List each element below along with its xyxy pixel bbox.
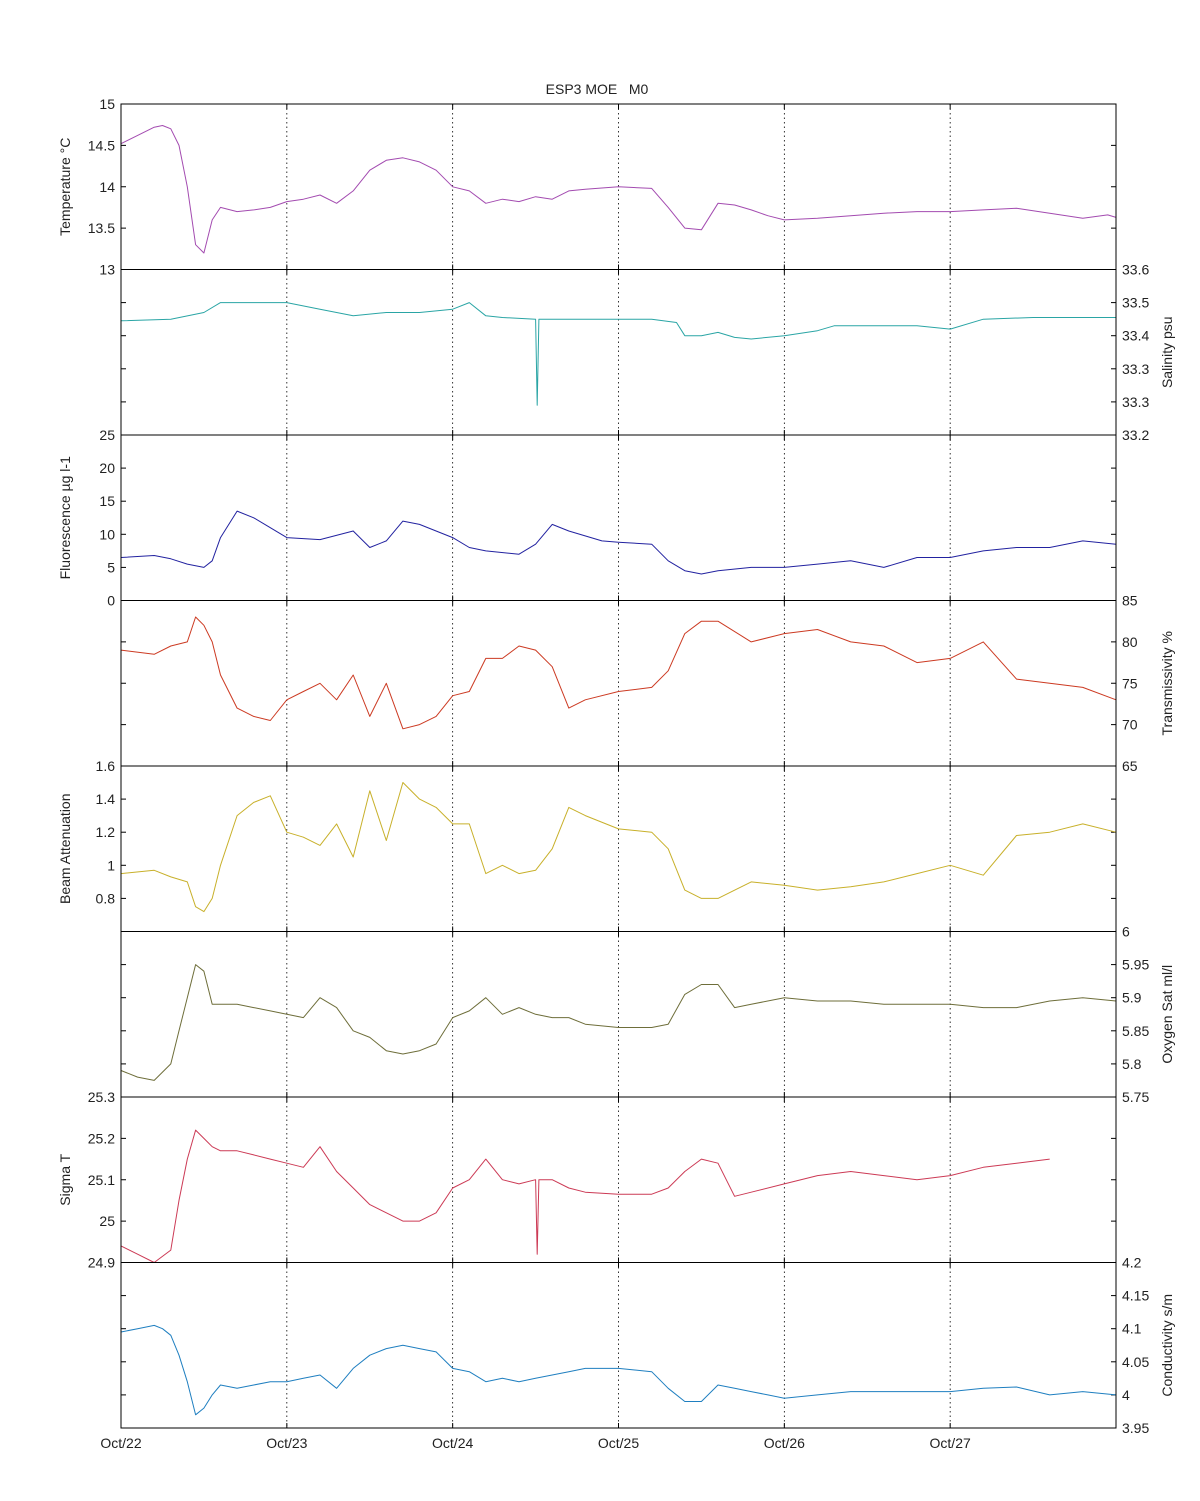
y-tick-label: 70 bbox=[1122, 717, 1138, 733]
y-tick-label: 25 bbox=[99, 1213, 115, 1229]
y-tick-label: 5 bbox=[107, 559, 115, 575]
chart-title: ESP3 MOE M0 bbox=[546, 81, 649, 97]
y-tick-label: 33.3 bbox=[1122, 394, 1149, 410]
panel-4: 65 70 75 80 85 Transmissivity % bbox=[120, 593, 1175, 774]
y-axis-label: Conductivity s/m bbox=[1159, 1294, 1175, 1397]
y-tick-label: 5.75 bbox=[1122, 1089, 1149, 1105]
x-tick-label: Oct/26 bbox=[764, 1435, 805, 1451]
y-tick-label: 10 bbox=[99, 526, 115, 542]
y-tick-label: 85 bbox=[1122, 593, 1138, 609]
panel-frame bbox=[120, 1262, 1117, 1429]
y-tick-label: 5.85 bbox=[1122, 1023, 1149, 1039]
panel-7: 24.9 25 25.1 25.2 25.3 Sigma T bbox=[57, 1089, 1117, 1271]
y-tick-label: 5.8 bbox=[1122, 1056, 1142, 1072]
y-tick-label: 0.8 bbox=[96, 890, 116, 906]
y-tick-label: 75 bbox=[1122, 675, 1138, 691]
x-tick-label: Oct/27 bbox=[930, 1435, 971, 1451]
y-tick-label: 4.2 bbox=[1122, 1255, 1142, 1271]
y-tick-label: 15 bbox=[99, 493, 115, 509]
x-tick-label: Oct/24 bbox=[432, 1435, 473, 1451]
panel-8: 3.95 4 4.05 4.1 4.15 4.2 Conductivity s/m bbox=[120, 1255, 1175, 1436]
series-line bbox=[120, 1324, 1117, 1416]
y-tick-label: 13 bbox=[99, 262, 115, 278]
y-tick-label: 15 bbox=[99, 96, 115, 112]
y-tick-label: 25.2 bbox=[88, 1130, 115, 1146]
y-tick-label: 5.95 bbox=[1122, 957, 1149, 973]
y-tick-label: 25.1 bbox=[88, 1172, 115, 1188]
y-axis-label: Fluorescence µg l-1 bbox=[57, 456, 73, 579]
panel-6: 5.75 5.8 5.85 5.9 5.95 6 Oxygen Sat ml/l bbox=[120, 924, 1175, 1105]
y-tick-label: 24.9 bbox=[88, 1255, 115, 1271]
panel-1: 13 13.5 14 14.5 15 Temperature °C bbox=[57, 96, 1117, 278]
y-tick-label: 4.15 bbox=[1122, 1288, 1149, 1304]
x-tick-label: Oct/22 bbox=[100, 1435, 141, 1451]
y-tick-label: 6 bbox=[1122, 924, 1130, 940]
y-tick-label: 33.6 bbox=[1122, 262, 1149, 278]
y-tick-label: 14 bbox=[99, 179, 115, 195]
y-tick-label: 25 bbox=[99, 427, 115, 443]
y-tick-label: 33.5 bbox=[1122, 295, 1149, 311]
series-line bbox=[120, 125, 1117, 254]
y-tick-label: 1 bbox=[107, 857, 115, 873]
y-tick-label: 1.4 bbox=[96, 791, 116, 807]
y-tick-label: 1.2 bbox=[96, 824, 116, 840]
x-tick-label: Oct/25 bbox=[598, 1435, 639, 1451]
y-tick-label: 4.05 bbox=[1122, 1354, 1149, 1370]
y-tick-label: 14.5 bbox=[88, 137, 115, 153]
y-tick-label: 65 bbox=[1122, 758, 1138, 774]
y-axis-label: Salinity psu bbox=[1159, 316, 1175, 388]
series-line bbox=[120, 782, 1117, 913]
y-tick-label: 4 bbox=[1122, 1387, 1130, 1403]
y-axis-label: Beam Attenuation bbox=[57, 793, 73, 904]
y-tick-label: 80 bbox=[1122, 634, 1138, 650]
series-line bbox=[120, 302, 1116, 406]
y-tick-label: 20 bbox=[99, 460, 115, 476]
panel-3: 0 5 10 15 20 25 Fluorescence µg l-1 bbox=[57, 427, 1117, 609]
y-tick-label: 0 bbox=[107, 593, 115, 609]
y-axis-label: Transmissivity % bbox=[1159, 631, 1175, 736]
y-tick-label: 33.4 bbox=[1122, 328, 1149, 344]
y-tick-label: 25.3 bbox=[88, 1089, 115, 1105]
series-line bbox=[120, 1129, 1050, 1263]
y-tick-label: 1.6 bbox=[96, 758, 116, 774]
y-tick-label: 4.1 bbox=[1122, 1321, 1142, 1337]
y-tick-label: 13.5 bbox=[88, 220, 115, 236]
y-tick-label: 3.95 bbox=[1122, 1420, 1149, 1436]
panel-2: 33.2 33.3 33.3 33.4 33.5 33.6 Salinity psu bbox=[120, 262, 1175, 443]
y-tick-label: 33.3 bbox=[1122, 361, 1149, 377]
y-axis-label: Oxygen Sat ml/l bbox=[1159, 965, 1175, 1064]
series-line bbox=[120, 510, 1117, 575]
series-line bbox=[120, 616, 1117, 730]
y-axis-label: Sigma T bbox=[57, 1153, 73, 1205]
panel-5: 0.8 1 1.2 1.4 1.6 Beam Attenuation bbox=[57, 758, 1117, 932]
y-tick-label: 33.2 bbox=[1122, 427, 1149, 443]
series-line bbox=[120, 964, 1117, 1081]
y-tick-label: 5.9 bbox=[1122, 990, 1142, 1006]
x-tick-label: Oct/23 bbox=[266, 1435, 307, 1451]
y-axis-label: Temperature °C bbox=[57, 138, 73, 236]
